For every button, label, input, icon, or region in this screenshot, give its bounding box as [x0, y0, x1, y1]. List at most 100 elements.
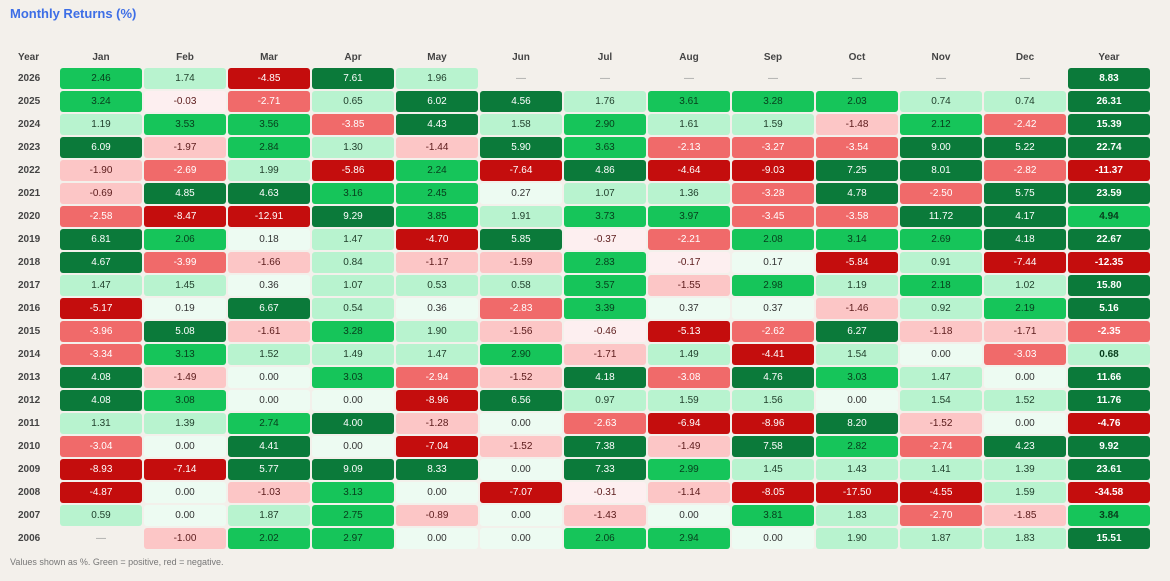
return-cell: -2.74 [900, 436, 982, 457]
table-row: 2015 -3.96 5.08 -1.61 3.28 1.90 -1.56 -0.46 -5.1… [12, 321, 1150, 342]
return-cell: 1.83 [816, 505, 898, 526]
return-cell: 0.00 [228, 367, 310, 388]
year-total-cell: 22.67 [1068, 229, 1150, 250]
return-cell: 2.90 [564, 114, 646, 135]
return-cell: 4.78 [816, 183, 898, 204]
year-total-cell: -12.35 [1068, 252, 1150, 273]
return-cell: — [1020, 73, 1030, 84]
return-cell: 2.45 [396, 183, 478, 204]
header-year-total: Year [1098, 51, 1120, 63]
return-cell: 2.18 [900, 275, 982, 296]
return-cell: 0.92 [900, 298, 982, 319]
return-cell: -2.21 [648, 229, 730, 250]
return-cell: 2.08 [732, 229, 814, 250]
table-row: 2017 1.47 1.45 0.36 1.07 0.53 0.58 3.57 -1.55 2.9… [12, 275, 1150, 296]
return-cell: 2.02 [228, 528, 310, 549]
return-cell: 2.12 [900, 114, 982, 135]
return-cell: -2.63 [564, 413, 646, 434]
return-cell: -3.99 [144, 252, 226, 273]
return-cell: 1.87 [228, 505, 310, 526]
table-row: 2018 4.67 -3.99 -1.66 0.84 -1.17 -1.59 2.83 -0.1… [12, 252, 1150, 273]
header-year: Year [18, 51, 40, 63]
header-row: Year Jan Feb Mar Apr May Jun Jul Aug Sep Oct Nov Dec… [12, 48, 1150, 66]
return-cell: 2.06 [564, 528, 646, 549]
return-cell: -1.52 [900, 413, 982, 434]
return-cell: -12.91 [228, 206, 310, 227]
return-cell: -0.69 [60, 183, 142, 204]
return-cell: -3.34 [60, 344, 142, 365]
return-cell: -1.17 [396, 252, 478, 273]
return-cell: 7.33 [564, 459, 646, 480]
return-cell: 1.59 [648, 390, 730, 411]
return-cell: 1.19 [816, 275, 898, 296]
year-total-cell: 15.51 [1068, 528, 1150, 549]
return-cell: 5.75 [984, 183, 1066, 204]
return-cell: 6.67 [228, 298, 310, 319]
return-cell: 5.22 [984, 137, 1066, 158]
return-cell: 8.33 [396, 459, 478, 480]
return-cell: 3.03 [312, 367, 394, 388]
return-cell: -1.59 [480, 252, 562, 273]
return-cell: -1.44 [396, 137, 478, 158]
return-cell: 0.00 [144, 505, 226, 526]
return-cell: 1.43 [816, 459, 898, 480]
return-cell: -1.97 [144, 137, 226, 158]
return-cell: 8.20 [816, 413, 898, 434]
page-title: Monthly Returns (%) [10, 6, 137, 21]
return-cell: 3.61 [648, 91, 730, 112]
header-month-dec: Dec [1015, 51, 1035, 63]
return-cell: 4.43 [396, 114, 478, 135]
return-cell: 0.00 [228, 390, 310, 411]
return-cell: -3.54 [816, 137, 898, 158]
return-cell: 4.86 [564, 160, 646, 181]
return-cell: -2.42 [984, 114, 1066, 135]
year-cell: 2016 [18, 303, 41, 314]
return-cell: 3.03 [816, 367, 898, 388]
table-row: 2008 -4.87 0.00 -1.03 3.13 0.00 -7.07 -0.31 -1.1… [12, 482, 1150, 503]
return-cell: 0.91 [900, 252, 982, 273]
return-cell: -17.50 [816, 482, 898, 503]
return-cell: -1.71 [984, 321, 1066, 342]
return-cell: 3.39 [564, 298, 646, 319]
return-cell: 1.07 [564, 183, 646, 204]
year-total-cell: 15.80 [1068, 275, 1150, 296]
return-cell: 1.49 [312, 344, 394, 365]
return-cell: -4.85 [228, 68, 310, 89]
year-cell: 2020 [18, 211, 41, 222]
table-row: 2019 6.81 2.06 0.18 1.47 -4.70 5.85 -0.37 -2.21 2… [12, 229, 1150, 250]
return-cell: 5.90 [480, 137, 562, 158]
return-cell: 1.45 [732, 459, 814, 480]
return-cell: 6.81 [60, 229, 142, 250]
year-cell: 2023 [18, 142, 41, 153]
return-cell: 0.37 [648, 298, 730, 319]
return-cell: -1.03 [228, 482, 310, 503]
return-cell: 7.61 [312, 68, 394, 89]
return-cell: 0.00 [480, 505, 562, 526]
return-cell: 0.00 [480, 459, 562, 480]
return-cell: 1.02 [984, 275, 1066, 296]
return-cell: 2.74 [228, 413, 310, 434]
return-cell: -2.69 [144, 160, 226, 181]
return-cell: 4.41 [228, 436, 310, 457]
return-cell: 1.45 [144, 275, 226, 296]
return-cell: 1.83 [984, 528, 1066, 549]
return-cell: 7.25 [816, 160, 898, 181]
return-cell: 0.27 [480, 183, 562, 204]
return-cell: 2.99 [648, 459, 730, 480]
return-cell: 1.90 [816, 528, 898, 549]
return-cell: 0.00 [984, 413, 1066, 434]
return-cell: 3.53 [144, 114, 226, 135]
return-cell: 1.58 [480, 114, 562, 135]
table-row: 2011 1.31 1.39 2.74 4.00 -1.28 0.00 -2.63 -6.94-… [12, 413, 1150, 434]
return-cell: -3.85 [312, 114, 394, 135]
return-cell: 3.14 [816, 229, 898, 250]
return-cell: 0.00 [312, 436, 394, 457]
year-cell: 2018 [18, 257, 41, 268]
return-cell: 4.85 [144, 183, 226, 204]
return-cell: 9.09 [312, 459, 394, 480]
return-cell: 6.27 [816, 321, 898, 342]
return-cell: 4.18 [564, 367, 646, 388]
year-cell: 2009 [18, 464, 41, 475]
return-cell: 0.18 [228, 229, 310, 250]
return-cell: -5.86 [312, 160, 394, 181]
